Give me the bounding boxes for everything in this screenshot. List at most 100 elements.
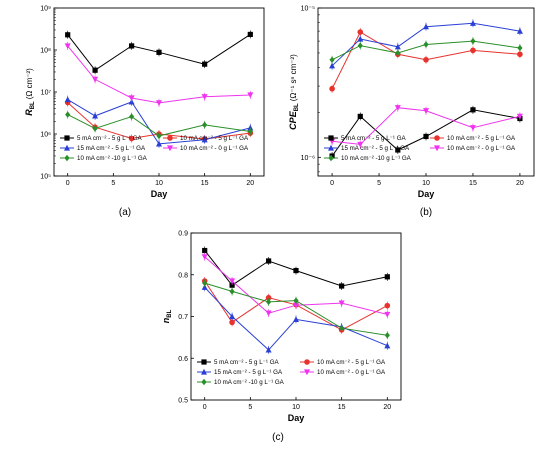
data-point [293,297,299,304]
y-axis-label: nBL [161,309,173,323]
series-line [67,33,251,71]
y-axis-label-unit: (Ω⁻¹ sⁿ cm⁻²) [289,54,298,101]
y-axis-label-main: CPE [288,110,298,130]
legend-label: 10 mA cm⁻² -10 g L⁻¹ GA [214,379,285,386]
legend-label: 10 mA cm⁻² - 0 g L⁻¹ GA [447,145,516,152]
legend-marker [64,154,70,162]
data-point [65,111,71,118]
series-line [332,107,521,145]
data-point [329,56,335,63]
data-point [265,294,272,301]
legend-marker [304,359,310,365]
legend-marker [167,135,173,141]
series-s10_0 [329,103,523,149]
legend-marker [328,144,334,151]
series-s10_5 [329,28,523,93]
x-tick-label: 20 [246,180,254,187]
x-tick-label: 0 [330,180,334,187]
data-point [516,27,523,34]
chart-panel-a: 0 5 10 15 20 10⁵ 10⁶ 10⁷ 10⁸ 10⁹ Day RBL (Ω cm⁻²) 5 m… [24,6,265,218]
x-tick-label: 0 [66,180,70,187]
data-point [470,37,476,45]
series-s10_10 [202,279,390,340]
legend-marker [64,135,70,141]
data-point [384,302,391,309]
data-point [293,267,299,274]
legend-label: 10 mA cm⁻² - 0 g L⁻¹ GA [317,369,386,376]
x-axis-label: Day [151,189,168,199]
data-point [293,316,299,323]
legend-marker [328,135,334,141]
x-axis-label: Day [418,189,435,199]
y-axis-label-sub: BL [294,103,300,111]
data-point [384,274,390,280]
y-tick-label: 0.5 [178,398,188,405]
legend-marker [434,145,440,152]
legend-label: 10 mA cm⁻² - 5 g L⁻¹ GA [317,359,386,366]
data-point [357,113,363,119]
y-axis-label-unit: (Ω cm⁻²) [25,68,34,99]
data-point [339,283,345,289]
panel-label: (c) [272,432,284,443]
data-point [156,100,162,107]
data-point [384,332,390,339]
data-point [517,44,523,52]
legend-label: 10 mA cm⁻² - 0 g L⁻¹ GA [180,145,249,152]
data-point [92,112,99,119]
x-tick-label: 5 [111,180,115,187]
y-tick-label: 10⁹ [40,6,51,13]
data-point [202,121,208,129]
data-point [423,23,429,30]
data-point [329,62,336,69]
data-point [201,136,208,143]
data-point [129,43,135,49]
data-point [229,282,235,288]
x-tick-label: 10 [292,404,300,411]
data-point [395,49,401,57]
y-axis-label: RBL (Ω cm⁻²) [24,68,36,116]
y-tick-label: 0.7 [178,314,188,321]
data-point [266,298,272,306]
legend-marker [167,145,173,152]
data-point [470,47,476,54]
data-point [394,105,401,111]
data-point [469,125,476,131]
data-point [265,346,272,353]
legend-label: 10 mA cm⁻² -10 g L⁻¹ GA [77,155,148,162]
data-point [92,76,99,83]
legend-label: 10 mA cm⁻² - 5 g L⁻¹ GA [447,135,516,142]
legend: 5 mA cm⁻² - 5 g L⁻¹ GA 10 mA cm⁻² - 5 g L… [324,135,516,162]
x-tick-label: 0 [203,404,207,411]
y-tick-label: 10⁸ [40,48,51,55]
data-point [357,35,364,42]
legend-marker [201,359,207,365]
data-point [64,43,71,50]
data-point [247,92,254,99]
data-point [229,278,236,285]
legend-marker [64,144,70,151]
data-point [357,141,364,148]
y-tick-label: 0.9 [178,231,188,238]
data-point [156,132,162,140]
series-s5_5 [65,30,253,75]
x-tick-label: 20 [383,404,391,411]
chart-panel-b: 0 5 10 15 20 10⁻⁶ 10⁻⁵ Day CPEBL (Ω⁻¹ sⁿ cm⁻²) 5 m… [288,6,535,218]
data-point [266,258,272,264]
data-point [128,95,135,102]
data-point [128,135,135,142]
y-tick-label: 0.8 [178,272,188,279]
legend-marker [328,154,334,162]
data-point [201,254,208,260]
series-line [67,114,251,137]
x-tick-label: 5 [377,180,381,187]
data-point [516,113,523,120]
series-s15_5 [329,19,523,70]
series-s10_10 [65,110,253,140]
x-tick-label: 15 [338,404,346,411]
legend-marker [201,378,207,386]
x-tick-label: 10 [155,180,163,187]
data-point [247,128,253,135]
series-line [204,250,388,287]
data-point [92,67,98,73]
